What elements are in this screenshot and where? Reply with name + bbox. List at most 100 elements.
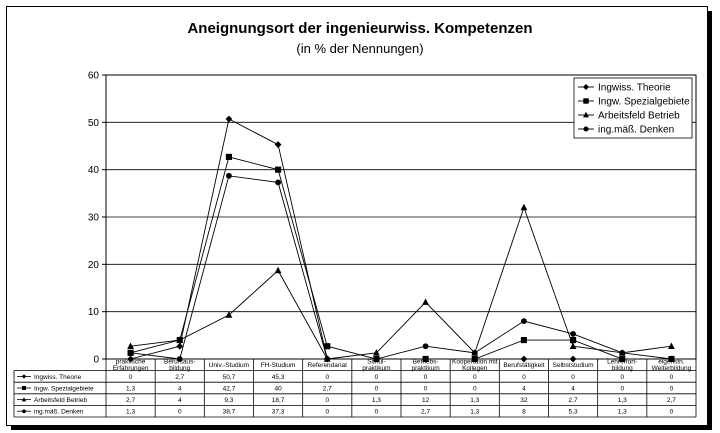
- data-label: 0: [424, 385, 428, 392]
- data-label: 4: [178, 397, 182, 404]
- data-label: 0: [375, 385, 379, 392]
- data-point-circle: [324, 356, 331, 362]
- table-series-name: Arbeitsfeld Betrieb: [34, 397, 87, 404]
- data-label: 1,3: [126, 409, 135, 416]
- data-label: 1,3: [618, 397, 627, 404]
- x-tick-label: Berufstätigkeit: [503, 362, 544, 369]
- data-label: 38,7: [223, 409, 236, 416]
- data-point-square: [520, 337, 527, 344]
- x-tick-label: FH-Studium: [261, 362, 296, 369]
- data-point-triangle: [422, 298, 429, 305]
- data-label: 0: [571, 374, 575, 381]
- data-label: 1,3: [618, 409, 627, 416]
- data-label: 0: [522, 374, 526, 381]
- chart-title: Aneignungsort der ingenieurwiss. Kompete…: [187, 20, 533, 37]
- data-label: 1,3: [126, 385, 135, 392]
- data-label: 1,3: [372, 397, 381, 404]
- legend-marker-diamond: [583, 84, 589, 90]
- data-label: 8: [522, 409, 526, 416]
- data-label: 1,3: [470, 409, 479, 416]
- y-tick-label: 10: [88, 307, 100, 318]
- series-lines: [127, 115, 675, 363]
- x-tick-label: Selbststudium: [553, 362, 594, 369]
- data-label: 0: [129, 374, 133, 381]
- data-point-circle: [422, 343, 429, 350]
- data-point-triangle: [225, 311, 233, 318]
- series-line: [130, 206, 672, 360]
- legend-marker-triangle: [583, 111, 589, 118]
- data-label: 40: [274, 385, 282, 392]
- chart-frame: [6, 6, 708, 426]
- legend: Ingwiss. Theorie Ingw. Spezialgebiete Arbe…: [573, 77, 693, 139]
- data-point-circle: [521, 318, 527, 325]
- table-series-name: ing.mäß. Denken: [34, 409, 84, 416]
- data-label: 2,7: [421, 409, 430, 416]
- data-label: 45,3: [272, 374, 285, 381]
- data-point-circle: [668, 356, 675, 362]
- table-legend-key-triangle: [21, 397, 27, 402]
- data-point-triangle: [520, 203, 528, 211]
- frame-shadow-bottom: [11, 425, 712, 430]
- data-label: 2,7: [667, 397, 676, 404]
- data-table: praktische Erfahrungen Berufsaus-bildung Un…: [13, 359, 697, 418]
- data-label: 18,7: [272, 397, 285, 404]
- data-point-square: [471, 355, 478, 363]
- table-legend-key-diamond: [21, 374, 27, 379]
- legend-label: ing.mäß. Denken: [598, 125, 674, 136]
- data-point-circle: [373, 356, 380, 362]
- table-series-name: Ingwiss. Theorie: [34, 374, 82, 381]
- data-point-circle: [619, 349, 626, 356]
- data-label: 0: [670, 374, 674, 381]
- data-label: 0: [325, 397, 329, 404]
- legend-label: Arbeitsfeld Betrieb: [598, 111, 680, 122]
- data-label: 0: [473, 374, 477, 381]
- legend-marker-square: [583, 98, 589, 104]
- data-label: 0: [325, 409, 329, 416]
- data-point-circle: [127, 349, 134, 356]
- data-label: 1,3: [470, 397, 479, 404]
- x-tick-label: eigenstn. Weiterbildung: [652, 359, 692, 372]
- data-point-triangle: [274, 266, 282, 274]
- data-label: 0: [325, 374, 329, 381]
- data-label: 0: [670, 385, 674, 392]
- data-point-diamond: [569, 355, 577, 363]
- data-point-circle: [226, 172, 232, 179]
- x-tick-label: Kooperation mit Kollegen: [452, 359, 498, 372]
- data-point-square: [324, 343, 331, 350]
- data-label: 2,7: [126, 397, 135, 404]
- data-label: 0: [178, 409, 182, 416]
- data-label: 4: [571, 385, 575, 392]
- y-tick-label: 40: [88, 165, 100, 176]
- data-point-circle: [275, 179, 281, 186]
- x-tick-label: praktische Erfahrungen: [113, 359, 149, 372]
- y-axis: 0 10 20 30 40 50 60: [88, 71, 106, 366]
- data-point-square: [225, 153, 232, 160]
- data-point-circle: [471, 349, 478, 356]
- data-label: 0: [473, 385, 477, 392]
- data-label: 0: [670, 409, 674, 416]
- data-label: 5,3: [569, 409, 578, 416]
- data-point-triangle: [176, 336, 184, 343]
- data-point-diamond: [520, 355, 528, 363]
- series-line: [130, 175, 672, 360]
- y-tick-label: 30: [88, 213, 100, 224]
- data-point-diamond: [127, 355, 134, 363]
- x-tick-label: Schul-praktikum: [362, 359, 390, 372]
- legend-label: Ingwiss. Theorie: [598, 83, 671, 94]
- data-label: 2,7: [175, 374, 184, 381]
- data-point-triangle: [373, 349, 380, 356]
- x-tick-label: Univ.-Studium: [209, 362, 249, 369]
- data-point-diamond: [176, 342, 184, 350]
- data-point-triangle: [127, 342, 134, 349]
- y-tick-label: 20: [88, 260, 100, 271]
- table-legend-key-square: [22, 386, 26, 390]
- data-point-square: [422, 355, 429, 363]
- data-label: 50,7: [223, 374, 236, 381]
- data-label: 2,7: [569, 397, 578, 404]
- legend-label: Ingw. Spezialgebiete: [598, 97, 690, 108]
- x-tick-label: Berufsaus-bildung: [164, 359, 195, 372]
- y-tick-label: 50: [88, 118, 100, 129]
- chart-subtitle: (in % der Nennungen): [296, 41, 424, 56]
- table-legend-key-circle: [22, 409, 26, 414]
